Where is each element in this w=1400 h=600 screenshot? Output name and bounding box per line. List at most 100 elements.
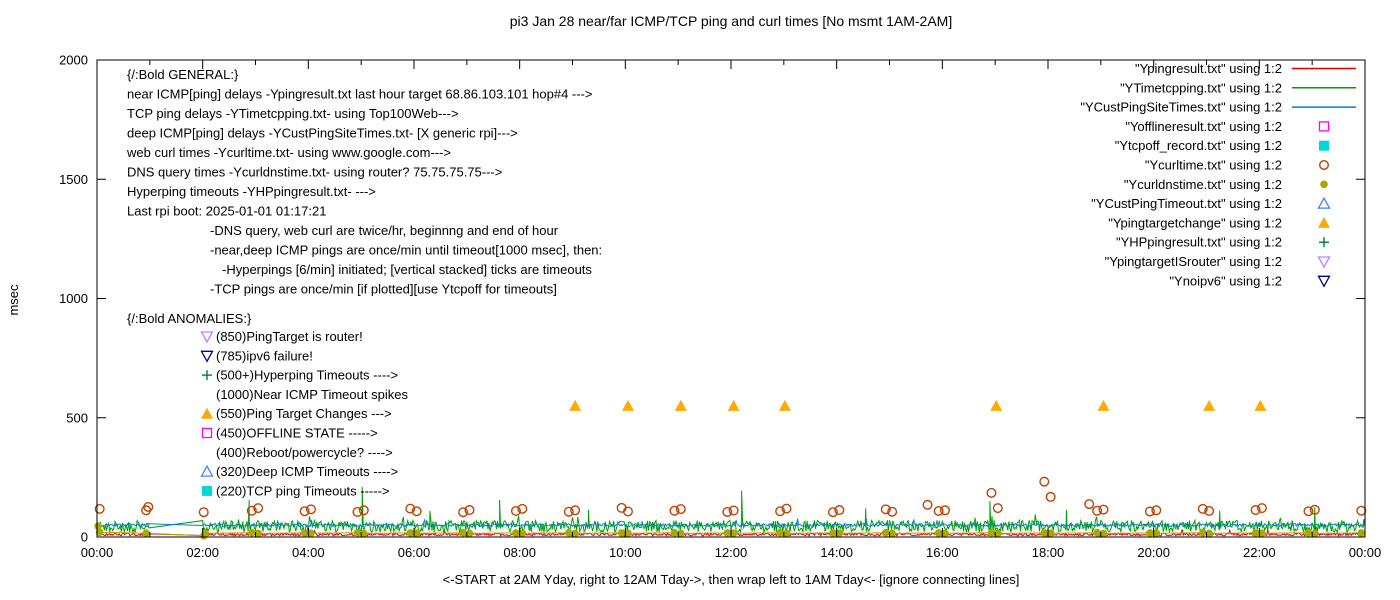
anomaly-line: (785)ipv6 failure!	[216, 348, 313, 363]
legend-item-label: "Ypingresult.txt" using 1:2	[1135, 61, 1282, 76]
anomaly-line: (550)Ping Target Changes --->	[216, 406, 392, 421]
data-point-8	[674, 399, 687, 411]
anomaly-square-filled	[202, 485, 212, 496]
x-tick-label: 08:00	[503, 545, 536, 560]
data-point-6	[670, 528, 679, 537]
general-line: DNS query times -Ycurldnstime.txt- using…	[127, 165, 502, 180]
data-point-6	[1040, 529, 1049, 537]
data-point-5	[1144, 506, 1155, 517]
data-point-6	[729, 529, 738, 537]
data-point-5	[1092, 505, 1103, 516]
general-line: near ICMP[ping] delays -Ypingresult.txt …	[127, 87, 593, 102]
data-point-5	[94, 503, 105, 514]
legend-sample-triangle-up-open	[1317, 196, 1331, 209]
data-point-5	[563, 506, 574, 517]
legend-item-label: "Ynoipv6" using 1:2	[1169, 273, 1282, 288]
data-point-6	[459, 528, 467, 537]
data-point-6	[1152, 529, 1161, 537]
data-point-6	[776, 528, 784, 537]
data-point-6	[987, 528, 996, 537]
data-point-6	[353, 528, 362, 537]
y-tick-label: 1000	[59, 291, 88, 306]
legend-sample-circle-filled	[1320, 180, 1328, 189]
data-point-6	[829, 529, 837, 537]
legend-sample-square-open	[1318, 121, 1330, 132]
general-line: TCP ping delays -YTimetcpping.txt- using…	[127, 106, 459, 121]
data-point-6	[94, 522, 102, 530]
data-point-8	[727, 399, 740, 411]
data-point-6	[248, 528, 256, 537]
x-axis-caption: <-START at 2AM Yday, right to 12AM Tday-…	[443, 572, 1020, 587]
data-point-6	[518, 529, 527, 537]
y-tick-label: 0	[81, 530, 88, 545]
data-point-5	[675, 504, 686, 515]
data-point-6	[1251, 529, 1260, 537]
legend-item-label: "YCustPingSiteTimes.txt" using 1:2	[1080, 100, 1282, 115]
legend: "Ypingresult.txt" using 1:2 "YTimetcpping…	[1080, 61, 1356, 288]
data-point-6	[1357, 529, 1366, 537]
data-point-6	[882, 528, 890, 537]
anomaly-line: (1000)Near ICMP Timeout spikes	[216, 387, 408, 402]
data-point-5	[986, 487, 997, 498]
data-point-6	[412, 529, 421, 537]
data-point-6	[142, 529, 150, 537]
data-point-5	[939, 505, 950, 516]
data-point-6	[835, 529, 844, 537]
data-point-5	[922, 499, 933, 510]
data-point-5	[352, 506, 363, 517]
data-point-5	[458, 507, 469, 518]
anomaly-square-open	[201, 427, 213, 439]
data-point-6	[254, 529, 262, 538]
data-point-5	[880, 504, 891, 515]
data-point-6	[617, 529, 626, 537]
annotations-layer: {/:Bold GENERAL:} near ICMP[ping] delays …	[126, 67, 602, 498]
data-point-6	[941, 529, 949, 537]
anomaly-line: (220)TCP ping Timeouts ----->	[216, 483, 390, 498]
data-point-5	[358, 505, 369, 516]
x-tick-label: 18:00	[1032, 545, 1065, 560]
data-point-8	[990, 399, 1003, 411]
data-point-5	[1256, 503, 1267, 514]
data-point-5	[299, 506, 310, 517]
data-point-6	[888, 529, 896, 538]
y-tick-label: 2000	[59, 53, 88, 68]
x-tick-label: 00:00	[81, 545, 114, 560]
chart-title: pi3 Jan 28 near/far ICMP/TCP ping and cu…	[510, 13, 952, 29]
data-point-8	[569, 399, 582, 411]
data-point-6	[1046, 529, 1055, 537]
data-point-5	[1151, 505, 1162, 516]
anomaly-line: (500+)Hyperping Timeouts ---->	[216, 368, 398, 383]
data-point-6	[307, 529, 315, 537]
data-point-5	[1250, 505, 1261, 516]
data-point-5	[1098, 504, 1109, 515]
general-line: -TCP pings are once/min [if plotted][use…	[210, 282, 557, 297]
legend-item-label: "Ypingtargetchange" using 1:2	[1108, 215, 1282, 230]
data-point-5	[775, 506, 786, 517]
data-point-5	[781, 503, 792, 514]
data-point-5	[887, 506, 898, 517]
data-point-5	[722, 506, 733, 517]
data-point-5	[1197, 503, 1208, 514]
data-point-8	[621, 399, 634, 411]
series-layer	[94, 399, 1367, 540]
data-point-6	[723, 529, 732, 537]
legend-item-label: "YHPpingresult.txt" using 1:2	[1116, 235, 1282, 250]
data-point-6	[1258, 529, 1266, 537]
data-point-5	[622, 506, 633, 517]
x-tick-label: 14:00	[820, 545, 853, 560]
data-point-8	[1203, 399, 1216, 411]
y-tick-label: 1500	[59, 172, 88, 187]
data-point-6	[1199, 528, 1207, 537]
legend-sample-triangle-down-open	[1317, 256, 1331, 269]
data-point-5	[305, 504, 316, 515]
legend-item-label: "YpingtargetISrouter" using 1:2	[1105, 254, 1282, 269]
data-point-6	[512, 529, 520, 537]
general-heading: {/:Bold GENERAL:}	[127, 67, 239, 82]
data-point-5	[1204, 506, 1215, 517]
x-tick-label: 04:00	[292, 545, 325, 560]
legend-item-label: "Ytcpoff_record.txt" using 1:2	[1115, 138, 1282, 153]
anomaly-line: (450)OFFLINE STATE ----->	[216, 426, 378, 441]
general-line: web curl times -Ycurltime.txt- using www…	[126, 145, 451, 160]
legend-sample-triangle-down-open	[1317, 275, 1331, 288]
